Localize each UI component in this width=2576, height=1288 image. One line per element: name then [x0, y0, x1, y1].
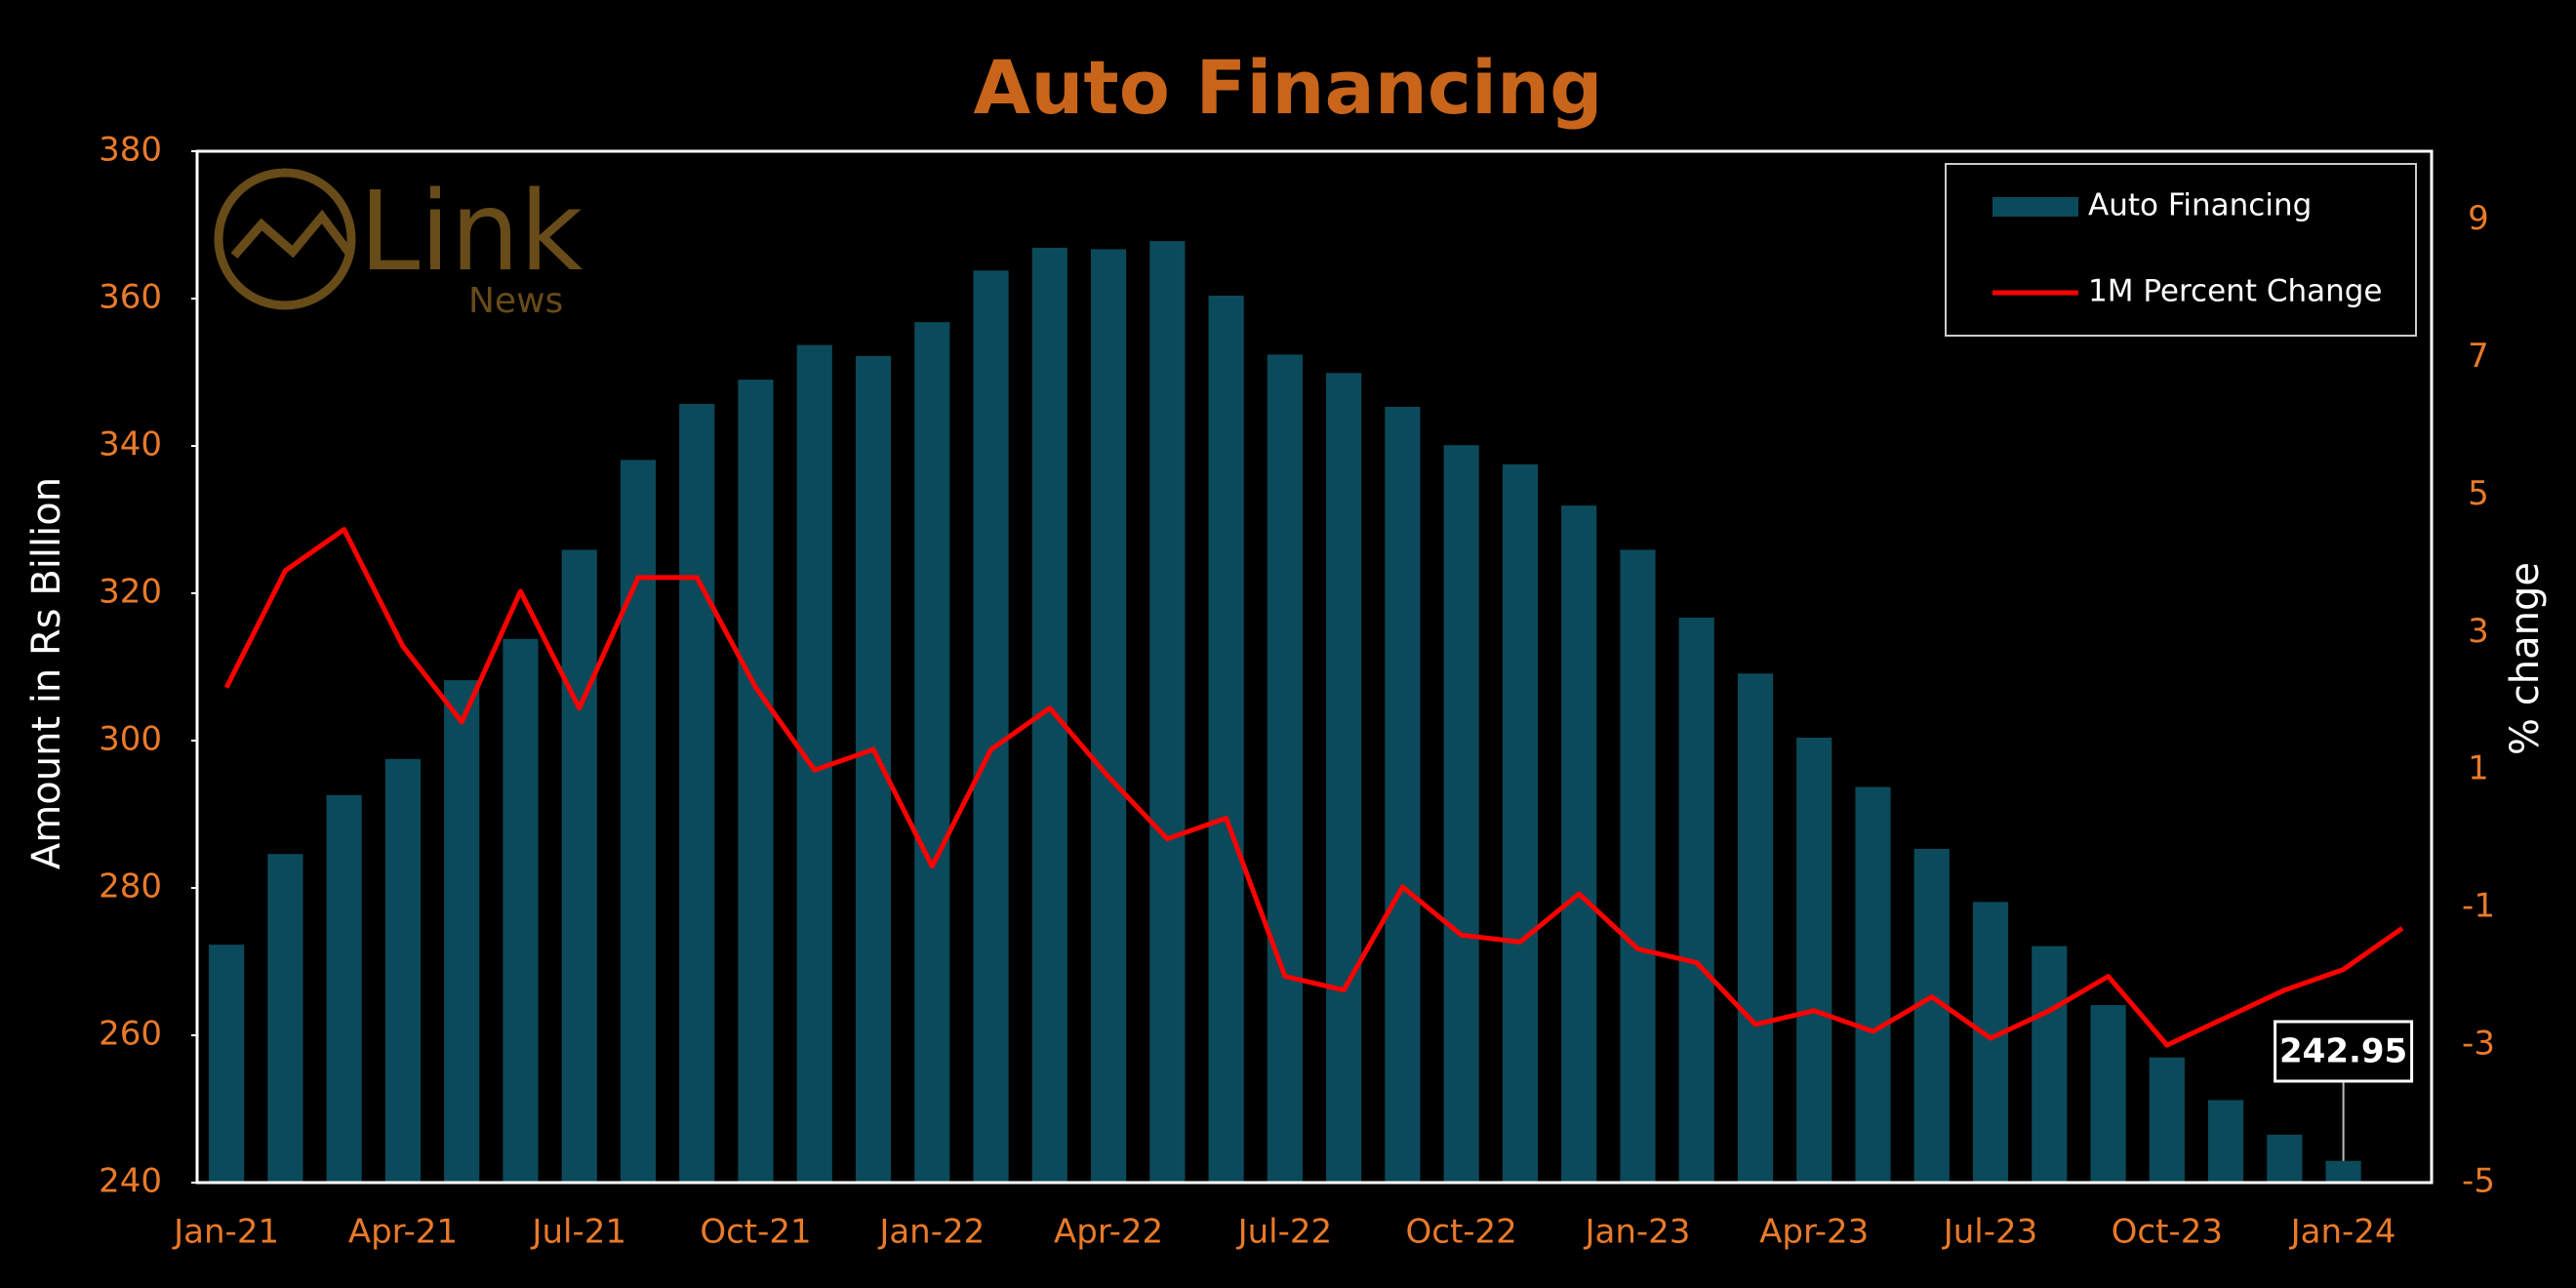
y2-tick-label: -3 [2462, 1025, 2495, 1064]
bar [2325, 1160, 2361, 1183]
bar [561, 549, 597, 1183]
bar [620, 460, 657, 1183]
bar [1385, 406, 1421, 1183]
plot [209, 241, 2404, 1183]
x-tick-label: Jul-21 [530, 1213, 626, 1252]
legend-box [1945, 163, 2417, 337]
bar [1443, 445, 1479, 1183]
x-tick-label: Oct-21 [700, 1213, 811, 1252]
bar [444, 680, 480, 1183]
bar [1913, 848, 1950, 1183]
y2-axis-title: % change [2503, 562, 2548, 755]
x-tick-label: Oct-22 [1405, 1213, 1516, 1252]
bar [973, 270, 1009, 1183]
y-tick-label: 320 [99, 573, 162, 612]
y-tick-label: 240 [99, 1162, 162, 1201]
x-tick-label: Jan-24 [2289, 1213, 2396, 1252]
y2-tick-label: 9 [2468, 199, 2489, 238]
bar [1620, 549, 1656, 1183]
bar [2149, 1057, 2185, 1183]
line [223, 527, 2404, 1048]
x-tick-label: Apr-22 [1054, 1213, 1163, 1252]
y2-tick-label: 1 [2468, 749, 2489, 788]
x-tick-label: Jan-21 [172, 1213, 279, 1252]
bar [1326, 373, 1362, 1183]
bar [1208, 295, 1244, 1183]
logo-text: Link [359, 169, 584, 296]
y-tick-label: 300 [99, 720, 162, 759]
bar [1972, 902, 2009, 1183]
y2-tick-label: 5 [2468, 474, 2489, 513]
label-box [2274, 1020, 2414, 1083]
y2-tick-label: 7 [2468, 337, 2489, 376]
x-tick-label: Jan-23 [1583, 1213, 1690, 1252]
bar [1267, 354, 1303, 1183]
logo: Link News [214, 168, 584, 321]
bar [2208, 1100, 2244, 1183]
bar [1796, 737, 1832, 1183]
logo-subtext: News [468, 281, 563, 321]
y-tick-label: 340 [99, 425, 162, 464]
bar [1502, 463, 1538, 1183]
bar [679, 403, 715, 1183]
legend-label: 1M Percent Change [2088, 274, 2383, 309]
y-tick-label: 280 [99, 867, 162, 906]
x-tick-label: Jul-23 [1942, 1213, 2038, 1252]
bar [384, 758, 421, 1183]
bar [209, 945, 245, 1183]
y-tick-label: 360 [99, 278, 162, 317]
bar [2090, 1005, 2126, 1183]
logo-ring [214, 168, 356, 310]
y2-tick-label: -1 [2462, 887, 2495, 926]
bar [326, 794, 362, 1183]
bar [267, 854, 303, 1183]
x-tick-label: Oct-23 [2112, 1213, 2223, 1252]
y2-tick-label: 3 [2468, 612, 2489, 651]
bar [2267, 1134, 2303, 1183]
x-tick-label: Apr-23 [1759, 1213, 1869, 1252]
x-tick-label: Jul-22 [1236, 1213, 1333, 1252]
legend-label: Auto Financing [2088, 188, 2312, 223]
bar [2032, 946, 2068, 1183]
bar [1855, 786, 1891, 1183]
bar [738, 380, 774, 1183]
bar [1149, 241, 1186, 1183]
bar [1678, 617, 1714, 1183]
y-tick-label: 260 [99, 1015, 162, 1054]
logo-zigzag [230, 209, 355, 259]
data-label: 242.95 [2279, 1032, 2407, 1071]
legend-swatch [1992, 197, 2078, 217]
chart-title: Auto Financing [974, 44, 1603, 131]
y2-tick-label: -5 [2462, 1162, 2495, 1201]
bar [1091, 249, 1127, 1183]
bar [1737, 673, 1774, 1183]
bar [503, 638, 539, 1183]
x-tick-label: Apr-21 [348, 1213, 458, 1252]
x-tick-label: Jan-22 [877, 1213, 985, 1252]
bar [914, 322, 950, 1183]
y-axis-title: Amount in Rs Billion [24, 477, 69, 869]
y-tick-label: 380 [99, 131, 162, 170]
bar [1561, 505, 1597, 1183]
plot-border [195, 149, 2434, 1185]
